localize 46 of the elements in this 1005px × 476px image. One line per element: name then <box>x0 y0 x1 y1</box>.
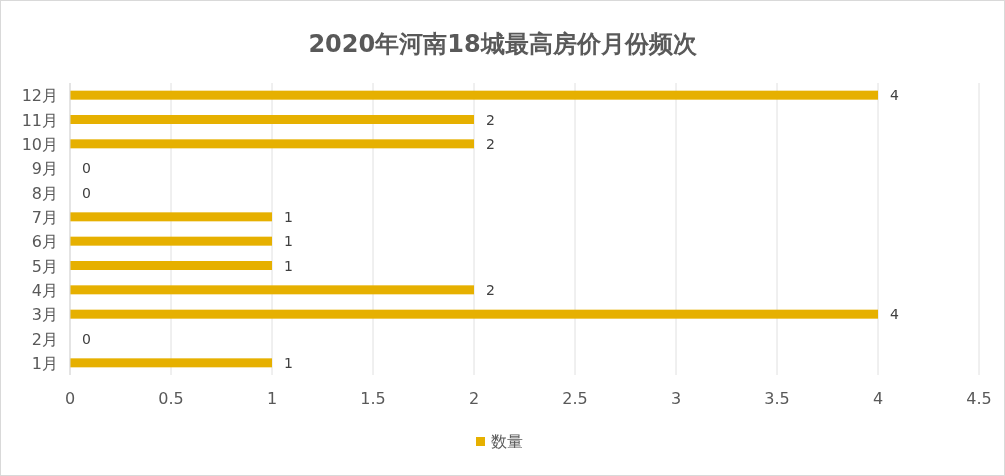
data-label: 0 <box>82 160 91 177</box>
y-tick-label: 1月 <box>31 353 58 373</box>
data-label: 2 <box>486 281 495 298</box>
x-tick-label: 4 <box>872 389 884 408</box>
x-tick-label: 0.5 <box>158 389 184 408</box>
x-tick-label: 2 <box>468 389 480 408</box>
y-tick-label: 5月 <box>31 256 58 276</box>
bar <box>70 115 474 124</box>
bar <box>70 90 878 100</box>
data-label: 4 <box>890 87 899 104</box>
y-tick-label: 10月 <box>21 134 58 154</box>
data-label: 4 <box>890 306 899 323</box>
legend: 数量 <box>476 432 523 451</box>
legend-label: 数量 <box>491 432 523 451</box>
bar <box>70 139 474 149</box>
y-tick-label: 2月 <box>31 329 58 349</box>
y-tick-label: 3月 <box>31 305 58 325</box>
data-label: 0 <box>82 330 91 347</box>
chart-title: 2020年河南18城最高房价月份频次 <box>308 30 698 58</box>
x-tick-label: 0 <box>64 389 76 408</box>
x-tick-label: 3 <box>670 389 682 408</box>
y-tick-label: 8月 <box>31 183 58 203</box>
bar <box>70 358 272 368</box>
x-tick-label: 2.5 <box>562 389 588 408</box>
data-label: 1 <box>284 233 293 250</box>
y-tick-label: 12月 <box>21 86 58 106</box>
bar <box>70 285 474 295</box>
bar <box>70 261 272 270</box>
bar <box>70 309 878 319</box>
data-label: 1 <box>284 354 293 371</box>
x-tick-label: 1.5 <box>360 389 386 408</box>
bar <box>70 212 272 222</box>
y-tick-label: 6月 <box>31 232 58 252</box>
y-tick-label: 9月 <box>31 159 58 179</box>
data-label: 1 <box>284 257 293 274</box>
y-tick-label: 7月 <box>31 207 58 227</box>
data-label: 0 <box>82 184 91 201</box>
bar <box>70 236 272 246</box>
data-label: 1 <box>284 208 293 225</box>
y-tick-label: 4月 <box>31 280 58 300</box>
data-label: 2 <box>486 111 495 128</box>
x-tick-label: 3.5 <box>764 389 790 408</box>
x-tick-label: 1 <box>266 389 278 408</box>
x-tick-label: 4.5 <box>966 389 992 408</box>
y-tick-label: 11月 <box>21 110 58 130</box>
data-label: 2 <box>486 135 495 152</box>
